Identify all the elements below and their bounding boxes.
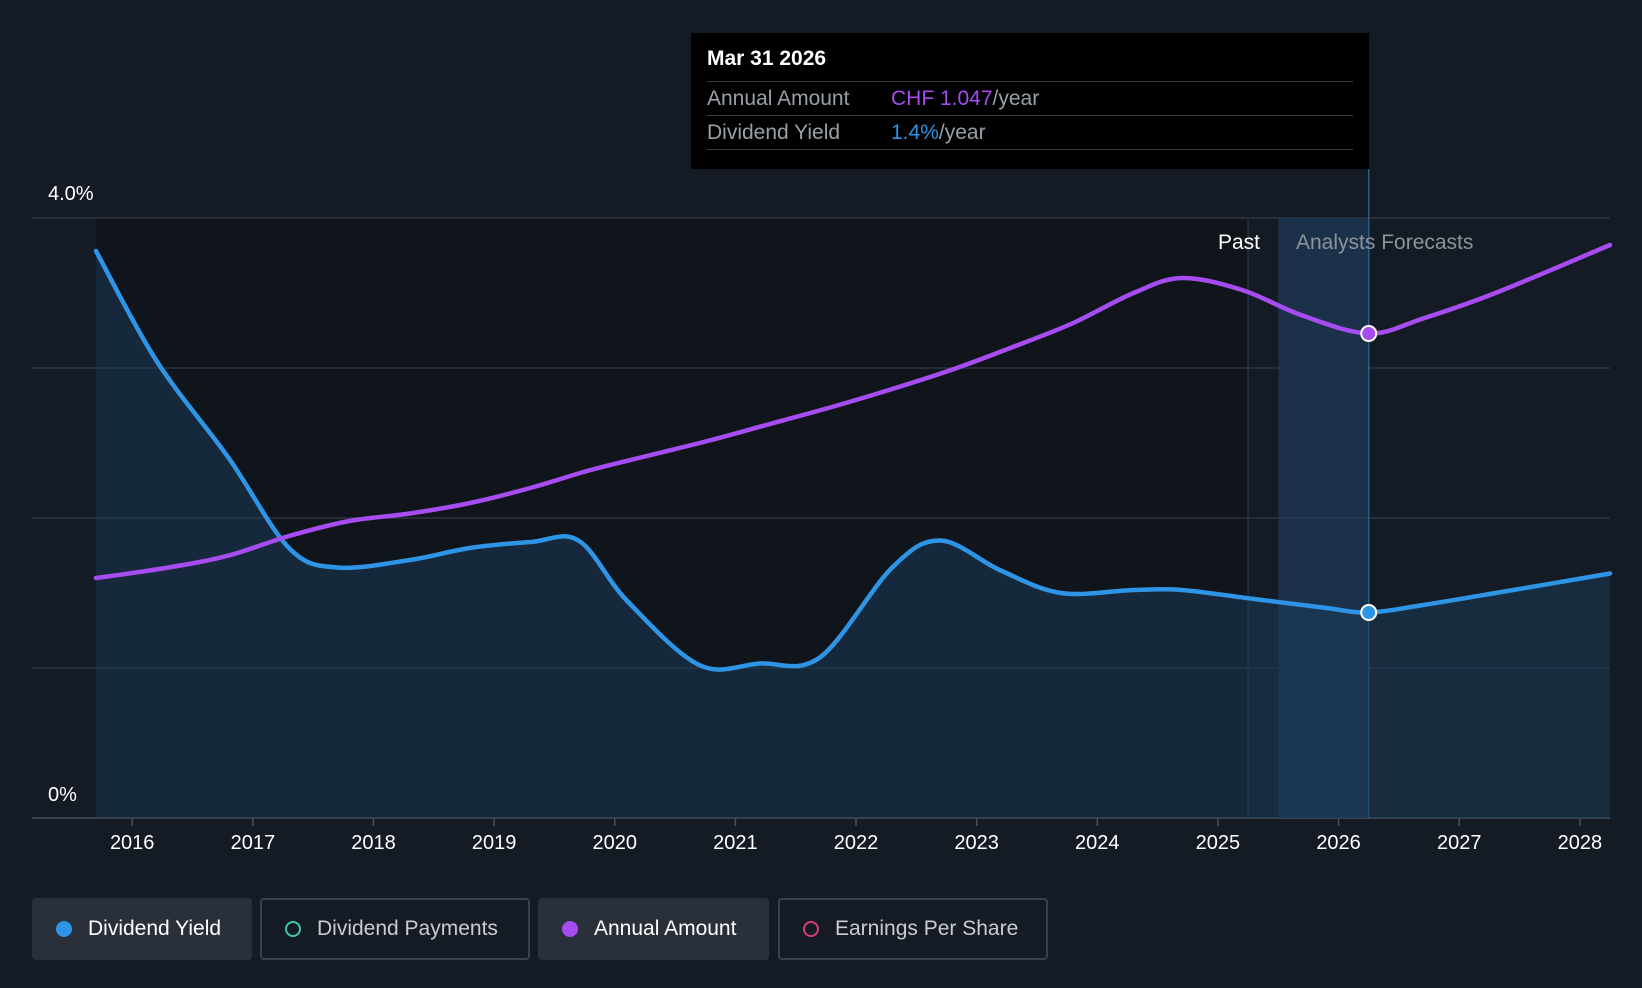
tooltip-row-yield: Dividend Yield 1.4%/year	[707, 115, 1353, 150]
x-tick-label: 2016	[109, 832, 155, 854]
tooltip-yield-value-wrap: 1.4%/year	[891, 116, 986, 149]
x-tick-label: 2022	[833, 832, 879, 854]
tooltip-yield-value: 1.4%	[891, 121, 939, 144]
legend-ring-icon	[803, 921, 819, 937]
tooltip-annual-label: Annual Amount	[707, 87, 850, 110]
legend-dot-icon	[562, 921, 578, 937]
tooltip: Mar 31 2026 Annual Amount CHF 1.047/year…	[691, 33, 1369, 169]
legend-label: Dividend Payments	[317, 917, 498, 940]
tooltip-date: Mar 31 2026	[707, 47, 827, 70]
legend-dividend-payments[interactable]: Dividend Payments	[260, 898, 530, 960]
x-tick-label: 2021	[713, 832, 758, 854]
forecast-label: Analysts Forecasts	[1296, 231, 1474, 254]
x-tick-label: 2026	[1316, 832, 1361, 854]
annual-hover-marker	[1360, 325, 1378, 342]
tooltip-yield-unit: /year	[938, 121, 986, 144]
x-tick-label: 2028	[1557, 832, 1603, 854]
legend-label: Dividend Yield	[88, 917, 222, 940]
past-label: Past	[1218, 231, 1261, 254]
tooltip-annual-unit: /year	[992, 87, 1040, 110]
y-tick-bottom: 0%	[48, 784, 77, 806]
x-tick-label: 2017	[230, 832, 276, 854]
x-tick-label: 2023	[954, 832, 999, 854]
x-tick-label: 2019	[471, 832, 517, 854]
x-tick-label: 2020	[592, 832, 637, 854]
tooltip-row-annual: Annual Amount CHF 1.047/year	[707, 81, 1353, 115]
legend-dividend-yield[interactable]: Dividend Yield	[32, 898, 252, 960]
tooltip-annual-value: CHF 1.047	[891, 87, 993, 110]
yield-hover-marker	[1360, 604, 1378, 621]
y-tick-top: 4.0%	[48, 183, 94, 205]
yield-line	[93, 248, 1613, 672]
legend-dot-icon	[56, 921, 72, 937]
yield-area	[96, 251, 1610, 818]
x-tick-label: 2024	[1075, 832, 1120, 854]
annual-line	[93, 242, 1613, 581]
legend-label: Annual Amount	[594, 917, 737, 940]
x-tick-label: 2018	[351, 832, 396, 854]
x-tick-label: 2027	[1436, 832, 1482, 854]
tooltip-annual-value-wrap: CHF 1.047/year	[891, 82, 1039, 115]
legend-label: Earnings Per Share	[835, 917, 1019, 940]
legend-annual-amount[interactable]: Annual Amount	[538, 898, 769, 960]
tooltip-yield-label: Dividend Yield	[707, 121, 841, 144]
legend-earnings-per-share[interactable]: Earnings Per Share	[778, 898, 1048, 960]
legend-ring-icon	[285, 921, 301, 937]
x-tick-label: 2025	[1195, 832, 1241, 854]
